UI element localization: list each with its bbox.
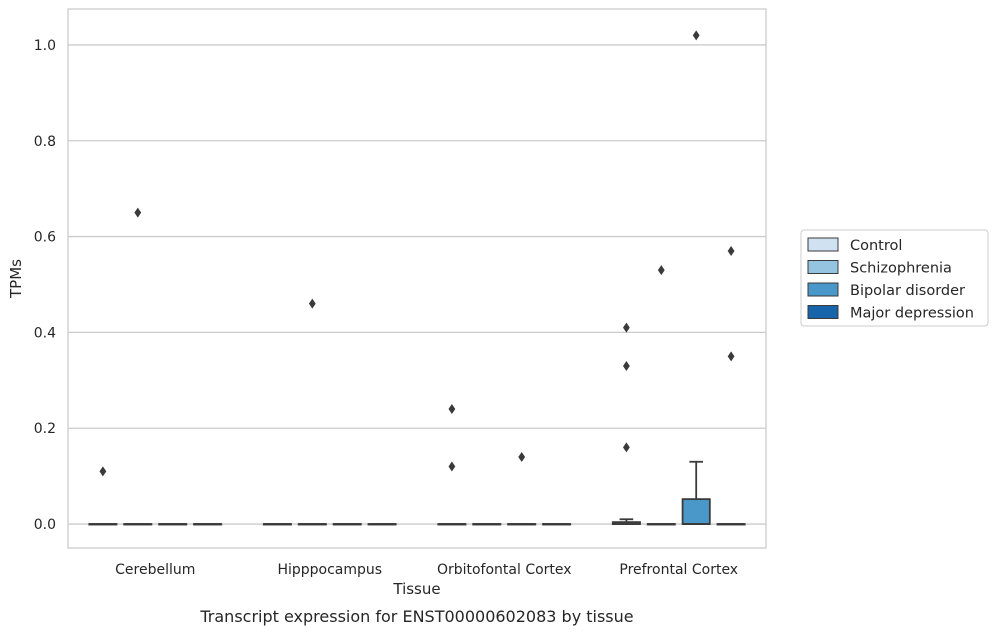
grid-lines	[68, 44, 766, 525]
box-schizophrenia	[646, 265, 676, 526]
y-tick-label: 1.0	[34, 38, 56, 54]
box-bipolar-disorder	[158, 523, 188, 526]
box-bipolar-disorder	[507, 451, 537, 526]
legend-swatch	[807, 237, 839, 252]
box-groups	[88, 30, 746, 526]
plot-frame	[67, 8, 767, 549]
x-axis-ticks: Cerebellum Hipppocampus Orbitofontal Corte…	[115, 562, 738, 578]
legend-label: Bipolar disorder	[850, 283, 965, 299]
box-major-depression	[367, 523, 397, 526]
legend-swatch	[807, 305, 839, 319]
box-control	[437, 404, 467, 526]
legend-label: Major depression	[850, 306, 974, 322]
box-schizophrenia	[123, 207, 153, 526]
legend-swatch	[807, 282, 839, 297]
box-major-depression	[193, 523, 223, 526]
outlier-point	[308, 298, 316, 309]
legend-swatch	[807, 260, 839, 274]
x-tick-label: Hipppocampus	[277, 562, 382, 578]
box-control	[262, 523, 292, 526]
y-tick-label: 0.0	[34, 517, 56, 533]
y-tick-label: 0.8	[34, 134, 56, 150]
outlier-point	[657, 265, 665, 276]
legend-label: Schizophrenia	[850, 261, 952, 277]
outlier-point	[727, 351, 735, 362]
y-axis-ticks: 0.0 0.2 0.4 0.6 0.8 1.0	[34, 38, 56, 533]
y-axis-label: TPMs	[7, 259, 25, 299]
outlier-point	[134, 207, 142, 218]
box-body	[681, 498, 711, 525]
box-control	[88, 466, 118, 526]
y-tick-label: 0.4	[34, 325, 56, 341]
outlier-point	[99, 466, 107, 477]
x-tick-label: Prefrontal Cortex	[619, 562, 738, 578]
chart-caption: Transcript expression for ENST0000060208…	[199, 607, 633, 626]
x-tick-label: Cerebellum	[115, 562, 195, 578]
outlier-point	[448, 461, 456, 472]
legend: Control Schizophrenia Bipolar disorder Majo…	[800, 229, 989, 327]
box-schizophrenia	[472, 523, 502, 526]
outlier-point	[623, 442, 630, 453]
box-schizophrenia	[297, 298, 327, 526]
x-tick-label: Orbitofontal Cortex	[437, 562, 572, 578]
y-tick-label: 0.2	[34, 421, 56, 437]
box-control	[611, 322, 641, 525]
outlier-point	[518, 451, 526, 462]
outlier-point	[692, 30, 700, 41]
x-axis-label: Tissue	[392, 580, 440, 598]
outlier-point	[448, 404, 456, 415]
outlier-point	[727, 245, 735, 256]
legend-frame	[800, 229, 989, 327]
y-tick-label: 0.6	[34, 230, 56, 246]
box-bipolar-disorder	[681, 30, 711, 525]
outlier-point	[623, 322, 630, 333]
legend-label: Control	[850, 238, 902, 254]
box-major-depression	[716, 245, 746, 526]
outlier-point	[623, 360, 630, 371]
box-bipolar-disorder	[332, 523, 362, 526]
box-major-depression	[542, 523, 572, 526]
